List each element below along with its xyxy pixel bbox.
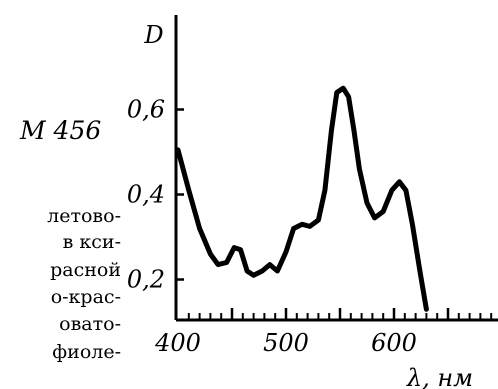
x-tick-label: 600 xyxy=(371,329,417,357)
book-text-line: в кси- xyxy=(62,231,121,253)
book-text-line: овато- xyxy=(59,313,121,335)
x-axis-label: λ, нм xyxy=(406,364,473,389)
book-text-line: фиоле- xyxy=(52,341,121,363)
book-text-line: о-крас- xyxy=(50,286,121,308)
figure-label: М 456 xyxy=(20,116,102,145)
book-text-line: летово- xyxy=(47,205,121,227)
x-tick-label: 500 xyxy=(263,329,309,357)
y-tick-label: 0,6 xyxy=(127,96,165,124)
absorption-curve xyxy=(175,85,429,312)
y-tick-label: 0,2 xyxy=(127,266,165,294)
book-text-line: расной xyxy=(50,259,121,281)
y-tick-label: 0,4 xyxy=(127,181,165,209)
y-axis-label: D xyxy=(143,21,163,49)
x-tick-label: 400 xyxy=(154,329,201,357)
